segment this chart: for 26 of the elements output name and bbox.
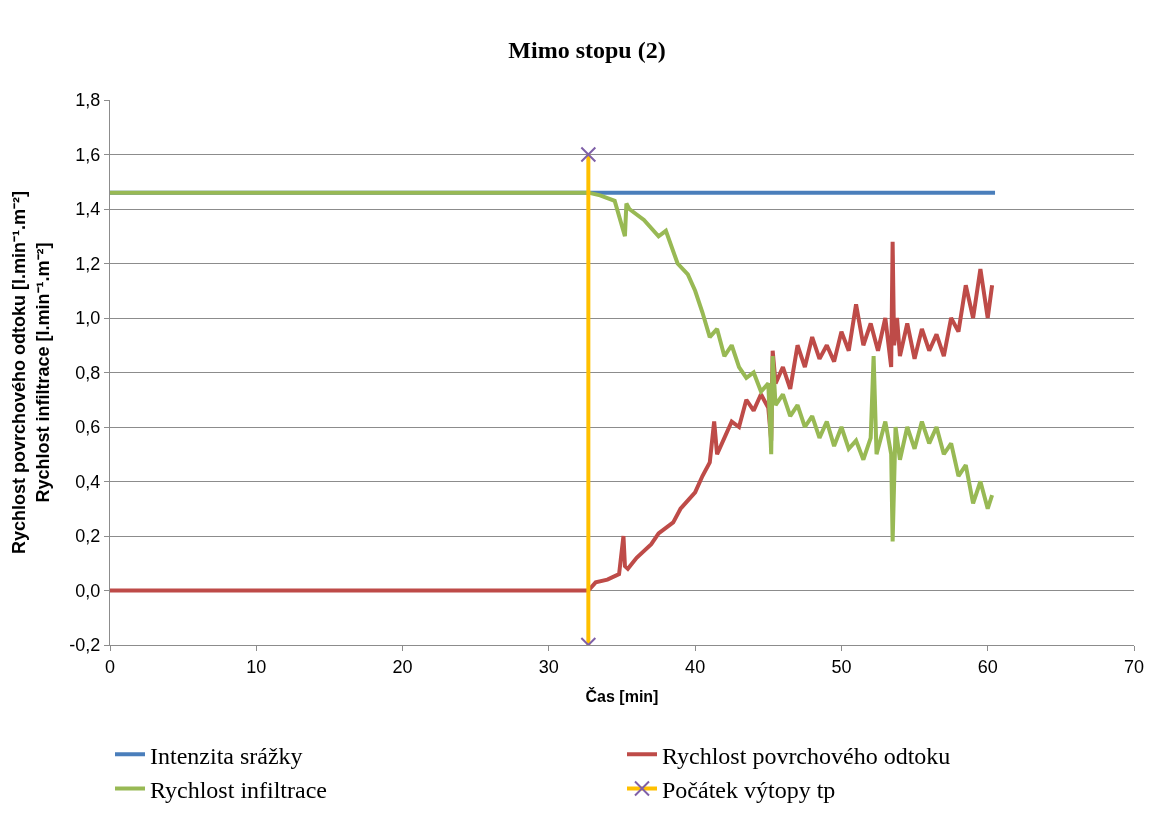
y-axis-title: Rychlost povrchového odtoku [l.min⁻¹.m⁻²] Rychlost infiltrace [l.min⁻¹.m⁻²] — [9, 190, 53, 555]
x-tick-label: 0 — [104, 656, 116, 677]
x-axis-title: Čas [min] — [585, 687, 659, 706]
y-tick-label: 1,2 — [75, 253, 101, 274]
x-tick-label: 30 — [538, 656, 559, 677]
y-tick-label: 0,0 — [75, 580, 101, 601]
legend-label: Intenzita srážky — [150, 742, 303, 769]
y-tick-label: 1,0 — [75, 308, 101, 329]
y-tick-label: 1,8 — [75, 90, 101, 111]
x-tick-label: 10 — [246, 656, 267, 677]
legend-label: Rychlost infiltrace — [150, 776, 327, 803]
legend-label: Počátek výtopy tp — [662, 776, 836, 803]
y-tick-label: 1,6 — [75, 144, 101, 165]
chart-title: Mimo stopu (2) — [508, 36, 666, 63]
x-tick-label: 40 — [685, 656, 706, 677]
y-tick-label: -0,2 — [69, 635, 101, 656]
legend-label: Rychlost povrchového odtoku — [662, 742, 951, 769]
y-tick-label: 0,2 — [75, 526, 101, 547]
x-tick-label: 60 — [977, 656, 998, 677]
y-tick-label: 0,6 — [75, 417, 101, 438]
x-tick-label: 70 — [1123, 656, 1145, 677]
y-tick-label: 0,8 — [75, 362, 101, 383]
y-tick-label: 1,4 — [75, 199, 101, 220]
x-tick-label: 20 — [392, 656, 413, 677]
x-tick-label: 50 — [831, 656, 852, 677]
y-tick-label: 0,4 — [75, 471, 101, 492]
